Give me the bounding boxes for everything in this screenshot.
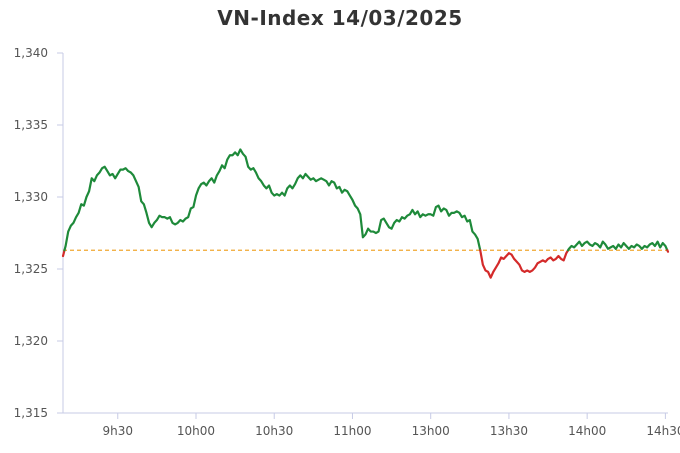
y-tick-label: 1,335 (14, 118, 48, 132)
x-tick-label: 14h00 (568, 424, 606, 438)
x-tick-label: 9h30 (103, 424, 134, 438)
series-line-below-reference (479, 249, 570, 279)
chart-title: VN-Index 14/03/2025 (217, 6, 463, 30)
x-tick-label: 13h30 (490, 424, 528, 438)
x-tick-label: 13h00 (412, 424, 450, 438)
y-tick-label: 1,320 (14, 334, 48, 348)
series-line-above-reference (63, 148, 482, 252)
x-tick-label: 10h30 (255, 424, 293, 438)
y-tick-label: 1,340 (14, 46, 48, 60)
x-tick-label: 11h00 (333, 424, 371, 438)
y-tick-label: 1,315 (14, 406, 48, 420)
x-tick-label: 10h00 (177, 424, 215, 438)
series-line-below-reference (666, 249, 670, 253)
x-tick-label: 14h30 (646, 424, 680, 438)
y-tick-label: 1,325 (14, 262, 48, 276)
series-line-above-reference (566, 240, 669, 252)
y-tick-label: 1,330 (14, 190, 48, 204)
